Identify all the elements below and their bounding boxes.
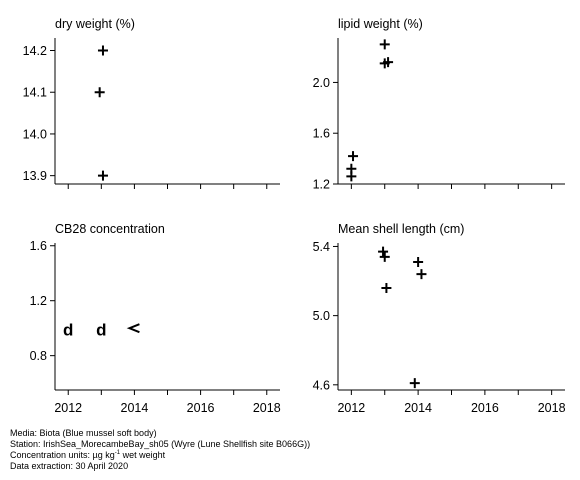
y-tick-label: 4.6 [313,378,330,392]
footer-units-suffix: wet weight [120,450,166,460]
x-tick-label: 2016 [471,401,499,415]
data-point-plus [416,269,427,280]
y-tick-label: 5.4 [313,240,330,254]
data-point-plus [97,170,108,181]
figure-footer: Media: Biota (Blue mussel soft body) Sta… [10,428,310,472]
y-tick-label: 13.9 [23,169,47,183]
x-tick-label: 2012 [54,401,82,415]
x-tick-label: 2016 [187,401,215,415]
footer-station: Station: IrishSea_MorecambeBay_sh05 (Wyr… [10,439,311,449]
panel-title-2: lipid weight (%) [338,17,423,31]
x-tick-label: 2012 [337,401,365,415]
x-tick-label: 2018 [253,401,281,415]
y-tick-label: 2.0 [313,76,330,90]
data-point-plus [97,45,108,56]
data-point-d: d [96,321,106,340]
footer-media: Media: Biota (Blue mussel soft body) [10,428,157,438]
x-tick-label: 2014 [121,401,149,415]
panel-title-1: dry weight (%) [55,17,135,31]
data-point-plus [378,246,389,257]
y-tick-label: 1.6 [30,239,47,253]
x-tick-label: 2018 [538,401,566,415]
data-point-plus [413,257,424,268]
data-point-d: d [63,321,73,340]
y-tick-label: 14.0 [23,127,47,141]
data-point-plus [381,282,392,293]
y-tick-label: 5.0 [313,309,330,323]
chart-figure: dry weight (%) 13.9 14.0 14.1 14.2 lipid weig… [23,17,566,415]
y-tick-label: 1.6 [313,127,330,141]
panel-title-4: Mean shell length (cm) [338,222,464,236]
y-tick-label: 14.2 [23,44,47,58]
footer-units-exponent: -1 [114,450,121,456]
x-tick-label: 2014 [404,401,432,415]
data-point-plus [94,87,105,98]
y-tick-label: 1.2 [313,178,330,192]
data-point-plus [348,151,359,162]
panel-title-3: CB28 concentration [55,222,165,236]
data-point-plus [383,57,394,68]
data-point-less-than [126,323,140,334]
data-point-plus [379,251,390,262]
y-tick-label: 14.1 [23,86,47,100]
data-point-plus [379,39,390,50]
footer-units: Concentration units: µg kg-1 wet weight [10,450,310,461]
y-tick-label: 1.2 [30,294,47,308]
footer-units-prefix: Concentration units: µg kg [10,450,115,460]
data-point-plus [409,378,420,389]
data-point-plus [346,171,357,182]
footer-extraction: Data extraction: 30 April 2020 [10,461,129,471]
y-tick-label: 0.8 [30,349,47,363]
